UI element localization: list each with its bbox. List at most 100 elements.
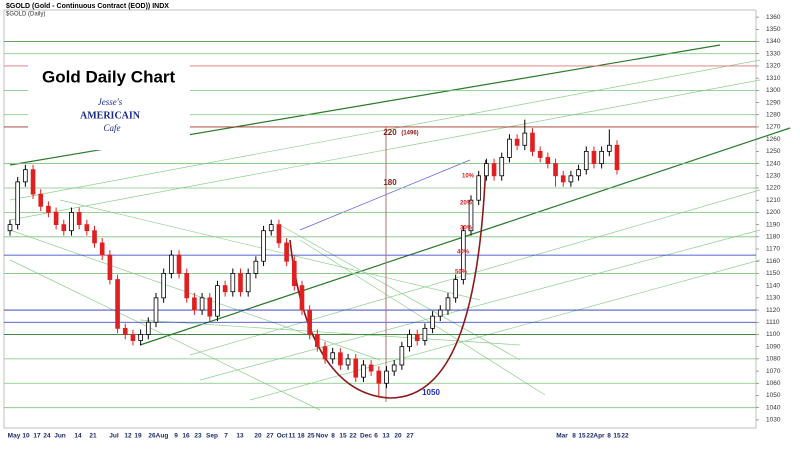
candle-body <box>407 334 412 348</box>
candle-body <box>253 260 259 274</box>
y-tick-label: 1220 <box>766 185 781 192</box>
plot-frame <box>3 9 757 429</box>
x-tick-label: 21 <box>89 433 97 440</box>
candle-body <box>468 199 474 232</box>
x-tick-label: 10 <box>22 433 30 440</box>
y-tick-label: 1180 <box>766 234 780 241</box>
candle-body <box>606 144 612 152</box>
candle-body <box>84 224 90 232</box>
candle-body <box>522 132 528 146</box>
y-tick-label: 1120 <box>766 307 780 314</box>
candle-body <box>461 230 466 280</box>
candle-body <box>169 254 174 274</box>
x-tick-label: 15 <box>613 433 621 440</box>
candle-body <box>614 144 620 171</box>
trend-line <box>9 59 761 201</box>
x-tick-label: 15 <box>339 433 347 440</box>
x-tick-label: Nov <box>316 433 329 440</box>
y-tick-label: 1090 <box>766 343 781 350</box>
annotation: (1496) <box>401 131 418 137</box>
candle-body <box>299 285 305 311</box>
x-tick-label: 19 <box>134 433 142 440</box>
x-tick-label: 9 <box>174 433 178 440</box>
y-tick-label: 1140 <box>766 282 780 289</box>
logo-line: Cafe <box>104 123 121 133</box>
x-tick-label: 20 <box>254 433 262 440</box>
candle-body <box>514 138 520 146</box>
logo-line: Jesse's <box>98 97 123 107</box>
candle-body <box>399 346 405 366</box>
x-tick-label: 16 <box>182 433 190 440</box>
x-tick-label: 8 <box>607 433 611 440</box>
x-tick-label: 6 <box>374 433 378 440</box>
candle-body <box>291 260 297 287</box>
candle-body <box>414 334 420 341</box>
annotation: 30% <box>460 226 473 232</box>
candle-body <box>122 327 128 335</box>
candle-body <box>284 242 289 262</box>
y-tick-label: 1030 <box>766 417 781 424</box>
chart-title: $GOLD (Gold - Continuous Contract (EOD))… <box>6 3 169 10</box>
y-tick-label: 1350 <box>766 26 781 33</box>
candle-body <box>368 364 374 372</box>
y-tick-label: 1260 <box>766 136 781 143</box>
chart-subtitle: $GOLD (Daily) <box>6 12 45 18</box>
candle-body <box>484 163 489 177</box>
candle-body <box>7 224 13 232</box>
x-tick-label: 8 <box>572 433 576 440</box>
y-tick-label: 1250 <box>766 148 781 155</box>
y-tick-label: 1310 <box>766 75 781 82</box>
y-tick-label: 1240 <box>766 160 781 167</box>
logo-line: AMERICAIN <box>80 110 141 121</box>
candle-body <box>138 334 143 341</box>
x-tick-label: 26 <box>148 433 156 440</box>
candle-body <box>130 334 136 341</box>
axes: 1030104010501060107010801090110011101120… <box>8 14 781 440</box>
trend-line <box>299 239 546 396</box>
x-tick-label: 11 <box>289 433 296 440</box>
candle-body <box>207 297 213 317</box>
candle-body <box>161 273 166 299</box>
candle-body <box>107 254 113 280</box>
annotation: 20% <box>460 201 473 207</box>
trend-line <box>299 159 471 231</box>
x-tick-label: Aug <box>156 433 169 440</box>
x-tick-label: 22 <box>586 433 594 440</box>
trend-line <box>249 259 761 401</box>
candle-body <box>261 230 266 262</box>
candle-body <box>145 321 151 335</box>
candle-body <box>430 315 435 329</box>
candle-body <box>15 181 21 226</box>
annotation: 220 <box>383 128 397 137</box>
candle-body <box>245 273 251 293</box>
candle-body <box>437 309 443 317</box>
candle-body <box>215 285 220 317</box>
candle-body <box>491 163 497 177</box>
candle-body <box>453 279 458 299</box>
x-tick-label: 23 <box>194 433 202 440</box>
x-tick-label: 15 <box>578 433 586 440</box>
y-tick-label: 1150 <box>766 270 780 277</box>
candle-body <box>353 358 359 378</box>
y-tick-label: 1270 <box>766 124 781 131</box>
trend-line <box>9 79 761 221</box>
x-tick-label: 27 <box>266 433 274 440</box>
candle-body <box>376 370 382 384</box>
annotation: 40% <box>457 250 470 256</box>
x-tick-label: Mar <box>556 433 568 440</box>
y-tick-label: 1070 <box>766 368 781 375</box>
x-tick-label: 13 <box>236 433 244 440</box>
x-tick-label: Jun <box>54 433 66 440</box>
y-tick-label: 1200 <box>766 209 781 216</box>
candle-body <box>53 211 59 226</box>
candle-body <box>238 273 243 293</box>
trend-line <box>9 259 321 411</box>
y-tick-label: 1080 <box>766 356 781 363</box>
candle-body <box>537 150 543 158</box>
y-tick-label: 1100 <box>766 331 780 338</box>
candle-body <box>222 285 228 293</box>
annotation: 10% <box>462 174 475 180</box>
x-tick-label: 12 <box>124 433 132 440</box>
